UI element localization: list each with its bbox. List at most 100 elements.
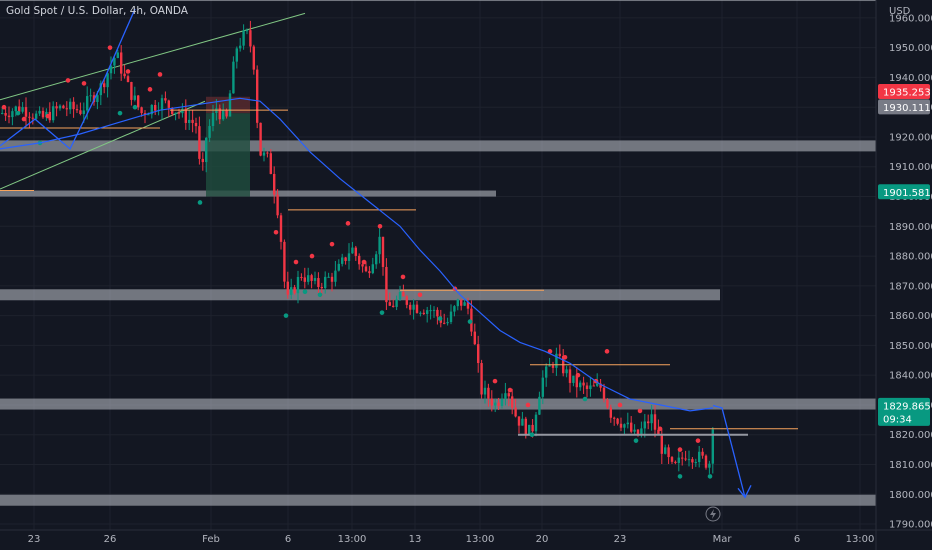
candle-body bbox=[545, 366, 548, 378]
x-tick-label: 23 bbox=[28, 534, 41, 545]
candle-body bbox=[436, 309, 439, 317]
candle-body bbox=[330, 276, 334, 282]
candle-body bbox=[222, 110, 225, 120]
pivot-dot bbox=[1, 104, 7, 110]
candle-body bbox=[55, 106, 58, 109]
candle-body bbox=[31, 117, 34, 119]
candle-body bbox=[89, 95, 92, 97]
pivot-dot bbox=[329, 241, 335, 247]
candle-body bbox=[606, 399, 609, 408]
candle-body bbox=[109, 65, 113, 74]
candle-body bbox=[630, 422, 633, 432]
candle-body bbox=[35, 113, 38, 119]
sr-zone bbox=[0, 289, 720, 301]
candle-body bbox=[164, 98, 167, 101]
candle-body bbox=[460, 299, 463, 306]
pivot-dot bbox=[575, 372, 581, 378]
candle-body bbox=[368, 271, 371, 274]
pivot-dot bbox=[637, 408, 643, 414]
candle-body bbox=[534, 414, 538, 432]
candle-body bbox=[636, 429, 640, 436]
pivot-dot bbox=[125, 69, 131, 74]
candle-body bbox=[181, 108, 184, 114]
candle-body bbox=[701, 451, 704, 456]
candle-body bbox=[235, 48, 238, 62]
candle-body bbox=[211, 112, 215, 127]
candle-body bbox=[521, 418, 524, 426]
pivot-dot bbox=[15, 110, 21, 116]
pivot-dot bbox=[132, 104, 138, 110]
candle-body bbox=[106, 73, 109, 88]
candle-body bbox=[677, 457, 680, 463]
pivot-dot bbox=[437, 316, 443, 321]
candle-body bbox=[123, 73, 126, 77]
candle-body bbox=[140, 107, 143, 114]
candle-body bbox=[466, 302, 470, 309]
y-tick-label: 1840.000 bbox=[889, 371, 932, 382]
candle-body bbox=[225, 110, 228, 117]
candle-body bbox=[18, 106, 21, 112]
x-tick-label: 13 bbox=[409, 534, 422, 545]
candle-body bbox=[21, 107, 24, 112]
candle-body bbox=[419, 312, 422, 314]
x-tick-label: 13:00 bbox=[466, 534, 495, 545]
price-tag-label: 1935.253 bbox=[883, 88, 931, 99]
candle-body bbox=[565, 369, 568, 374]
candle-body bbox=[239, 45, 242, 49]
candle-body bbox=[375, 254, 378, 265]
candle-body bbox=[79, 110, 82, 114]
candle-body bbox=[504, 393, 507, 399]
candle-body bbox=[62, 105, 65, 109]
candle-body bbox=[616, 418, 619, 424]
candle-body bbox=[317, 278, 320, 287]
candle-body bbox=[290, 287, 293, 295]
pivot-dot bbox=[677, 474, 683, 479]
y-tick-label: 1860.000 bbox=[889, 311, 932, 322]
candle-body bbox=[273, 173, 276, 195]
pivot-dot bbox=[467, 319, 473, 324]
candle-body bbox=[711, 429, 714, 464]
candle-body bbox=[660, 435, 663, 454]
pivot-dot bbox=[400, 274, 406, 280]
candle-body bbox=[24, 107, 28, 117]
candle-body bbox=[194, 122, 198, 127]
pivot-dot bbox=[197, 200, 203, 205]
candle-body bbox=[103, 83, 106, 88]
pivot-dot bbox=[65, 78, 71, 83]
candle-body bbox=[99, 83, 102, 96]
forecast-arrow-up bbox=[0, 8, 136, 150]
y-tick-label: 1960.000 bbox=[889, 13, 932, 24]
candle-body bbox=[613, 417, 616, 419]
y-tick-label: 1820.000 bbox=[889, 430, 932, 441]
candle-body bbox=[422, 312, 425, 314]
candle-body bbox=[208, 126, 211, 138]
candle-body bbox=[449, 311, 453, 323]
candle-body bbox=[388, 302, 391, 306]
candle-body bbox=[381, 236, 385, 267]
candle-body bbox=[69, 101, 72, 110]
candle-body bbox=[500, 398, 504, 407]
candle-body bbox=[371, 264, 374, 274]
y-tick-label: 1850.000 bbox=[889, 341, 932, 352]
x-tick-label: 26 bbox=[104, 534, 117, 545]
candle-body bbox=[599, 383, 602, 388]
sr-zone bbox=[0, 494, 930, 506]
candle-body bbox=[52, 106, 55, 121]
candle-body bbox=[201, 158, 204, 163]
candle-body bbox=[596, 383, 599, 386]
pivot-dot bbox=[107, 45, 113, 50]
pivot-dot bbox=[492, 378, 498, 384]
moving-average-line bbox=[0, 97, 714, 412]
candle-body bbox=[160, 98, 164, 111]
pivot-dot bbox=[604, 349, 610, 354]
candle-body bbox=[283, 241, 286, 282]
candle-body bbox=[555, 353, 558, 368]
candle-body bbox=[361, 264, 364, 267]
candle-body bbox=[674, 461, 677, 463]
x-tick-label: Feb bbox=[202, 534, 220, 545]
candle-body bbox=[647, 421, 650, 424]
pivot-dot bbox=[157, 72, 163, 77]
candle-body bbox=[681, 457, 684, 459]
